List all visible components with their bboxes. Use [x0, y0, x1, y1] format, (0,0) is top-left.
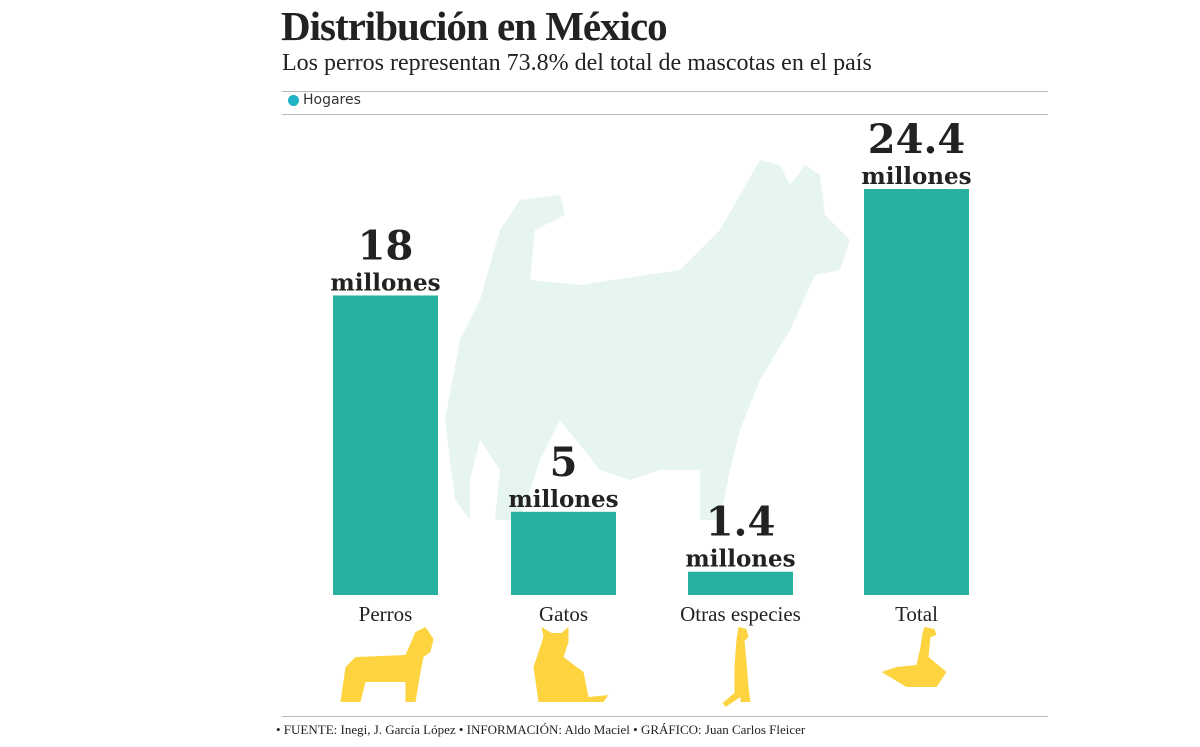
data-label-value: 1.4 [706, 499, 776, 546]
data-label-value: 24.4 [868, 116, 965, 163]
x-tick-label: Otras especies [680, 602, 801, 626]
data-label-value: 18 [358, 222, 414, 269]
divider [282, 114, 1048, 115]
bar-otras-especies [688, 571, 793, 595]
x-tick-label: Gatos [539, 602, 588, 626]
x-tick-label: Perros [359, 602, 413, 626]
bar-gatos [511, 511, 616, 595]
bar-perros [333, 295, 438, 595]
legend-dot-icon [288, 94, 299, 106]
chart-title: Distribución en México [281, 3, 668, 49]
data-label-unit: millones [861, 163, 971, 190]
bar-total [864, 189, 969, 595]
x-tick-label: Total [895, 602, 938, 626]
goose-icon [881, 627, 947, 687]
source-footer: • FUENTE: Inegi, J. García López • INFOR… [276, 722, 806, 737]
data-label-value: 5 [550, 439, 578, 486]
divider [282, 716, 1048, 717]
cat-icon [533, 627, 609, 702]
data-label-unit: millones [330, 269, 440, 296]
divider [282, 91, 1048, 92]
data-label-unit: millones [685, 546, 795, 573]
legend-label: Hogares [303, 92, 361, 108]
meerkat-icon [722, 627, 751, 707]
legend: Hogares [288, 92, 361, 108]
schnauzer-dog-icon [340, 627, 434, 702]
data-label-unit: millones [508, 486, 618, 513]
chart-subtitle: Los perros representan 73.8% del total d… [282, 50, 872, 76]
dog-silhouette-icon [445, 160, 850, 520]
